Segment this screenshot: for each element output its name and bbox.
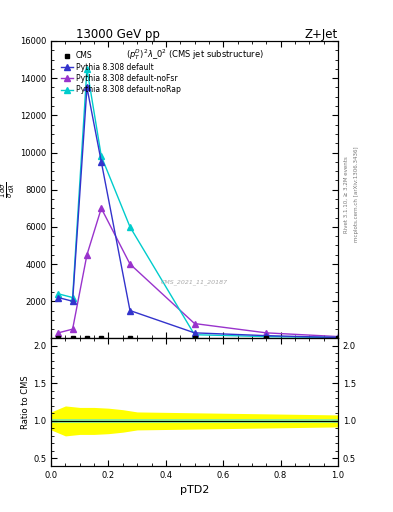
Pythia 8.308 default-noFsr bbox=[84, 252, 89, 258]
Pythia 8.308 default bbox=[128, 308, 132, 314]
Pythia 8.308 default bbox=[84, 84, 89, 91]
CMS bbox=[70, 335, 75, 342]
Text: 13000 GeV pp: 13000 GeV pp bbox=[76, 28, 160, 41]
Line: Pythia 8.308 default-noFsr: Pythia 8.308 default-noFsr bbox=[55, 205, 341, 339]
Y-axis label: Ratio to CMS: Ratio to CMS bbox=[21, 375, 30, 429]
X-axis label: pTD2: pTD2 bbox=[180, 485, 209, 495]
Pythia 8.308 default-noFsr bbox=[192, 321, 197, 327]
Pythia 8.308 default bbox=[192, 330, 197, 336]
Pythia 8.308 default-noRap bbox=[128, 224, 132, 230]
Line: Pythia 8.308 default: Pythia 8.308 default bbox=[55, 84, 341, 340]
Line: Pythia 8.308 default-noRap: Pythia 8.308 default-noRap bbox=[55, 66, 341, 340]
Text: $(p_T^D)^2\lambda\_0^2$ (CMS jet substructure): $(p_T^D)^2\lambda\_0^2$ (CMS jet substru… bbox=[126, 47, 263, 62]
CMS bbox=[336, 335, 340, 342]
Pythia 8.308 default-noRap bbox=[192, 332, 197, 338]
Text: Z+Jet: Z+Jet bbox=[305, 28, 338, 41]
CMS bbox=[264, 335, 269, 342]
CMS bbox=[128, 335, 132, 342]
Pythia 8.308 default bbox=[336, 334, 340, 340]
Legend: CMS, Pythia 8.308 default, Pythia 8.308 default-noFsr, Pythia 8.308 default-noRa: CMS, Pythia 8.308 default, Pythia 8.308 … bbox=[61, 51, 182, 95]
CMS bbox=[192, 335, 197, 342]
Pythia 8.308 default bbox=[70, 298, 75, 304]
CMS bbox=[99, 335, 104, 342]
Pythia 8.308 default bbox=[56, 294, 61, 301]
Pythia 8.308 default-noFsr bbox=[56, 330, 61, 336]
Pythia 8.308 default-noRap bbox=[84, 66, 89, 72]
CMS bbox=[84, 335, 89, 342]
Y-axis label: $\frac{1}{\sigma}\frac{d\sigma}{d\lambda}$: $\frac{1}{\sigma}\frac{d\sigma}{d\lambda… bbox=[0, 182, 17, 198]
Text: CMS_2021_11_20187: CMS_2021_11_20187 bbox=[161, 279, 228, 285]
Pythia 8.308 default-noFsr bbox=[264, 330, 269, 336]
Pythia 8.308 default-noFsr bbox=[70, 326, 75, 332]
Pythia 8.308 default-noFsr bbox=[128, 261, 132, 267]
Text: mcplots.cern.ch [arXiv:1306.3436]: mcplots.cern.ch [arXiv:1306.3436] bbox=[354, 147, 359, 242]
Text: Rivet 3.1.10, ≥ 3.2M events: Rivet 3.1.10, ≥ 3.2M events bbox=[344, 156, 349, 233]
Pythia 8.308 default bbox=[99, 159, 104, 165]
Pythia 8.308 default-noRap bbox=[70, 294, 75, 301]
Line: CMS: CMS bbox=[56, 336, 340, 341]
Pythia 8.308 default-noRap bbox=[336, 334, 340, 340]
Pythia 8.308 default bbox=[264, 333, 269, 339]
Pythia 8.308 default-noRap bbox=[56, 291, 61, 297]
Pythia 8.308 default-noFsr bbox=[99, 205, 104, 211]
Pythia 8.308 default-noRap bbox=[99, 153, 104, 159]
Pythia 8.308 default-noFsr bbox=[336, 333, 340, 339]
CMS bbox=[56, 335, 61, 342]
Pythia 8.308 default-noRap bbox=[264, 333, 269, 339]
